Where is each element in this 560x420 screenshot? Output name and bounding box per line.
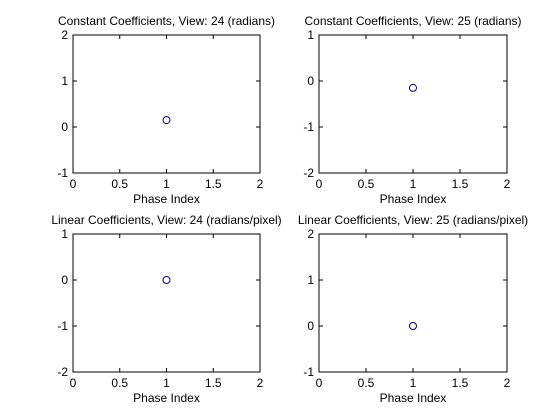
- chart-title: Linear Coefficients, View: 25 (radians/p…: [298, 213, 528, 227]
- y-tick-label: 1: [307, 28, 314, 42]
- chart-title: Constant Coefficients, View: 24 (radians…: [58, 14, 275, 28]
- x-tick-label: 1: [163, 177, 170, 191]
- x-tick-label: 0: [70, 376, 77, 390]
- y-tick-label: 1: [61, 227, 68, 241]
- chart-title: Constant Coefficients, View: 25 (radians…: [304, 14, 521, 28]
- x-tick-label: 2: [504, 376, 511, 390]
- y-tick-label: 0: [61, 120, 68, 134]
- x-tick-label: 0.5: [111, 376, 128, 390]
- x-tick-label: 0.5: [358, 376, 375, 390]
- subplot-2: Constant Coefficients, View: 25 (radians…: [303, 14, 521, 206]
- x-tick-label: 2: [257, 177, 264, 191]
- x-tick-label: 2: [504, 177, 511, 191]
- y-tick-label: -2: [57, 365, 68, 379]
- x-tick-label: 1: [410, 376, 417, 390]
- axes-box: [318, 34, 508, 174]
- axes-box: [72, 34, 261, 174]
- subplot-4: Linear Coefficients, View: 25 (radians/p…: [298, 213, 528, 405]
- axes-box: [318, 233, 508, 373]
- y-tick-label: 2: [307, 227, 314, 241]
- axes-box: [72, 233, 261, 373]
- x-axis-label: Phase Index: [133, 192, 200, 206]
- y-tick-label: -1: [57, 319, 68, 333]
- x-tick-label: 1.5: [205, 177, 222, 191]
- y-tick-label: 1: [307, 273, 314, 287]
- x-tick-label: 0: [316, 376, 323, 390]
- y-tick-label: -2: [303, 166, 314, 180]
- y-tick-label: 0: [307, 319, 314, 333]
- x-tick-label: 1.5: [205, 376, 222, 390]
- y-tick-label: -1: [303, 365, 314, 379]
- x-tick-label: 0: [70, 177, 77, 191]
- y-tick-label: 0: [307, 74, 314, 88]
- x-tick-label: 0.5: [358, 177, 375, 191]
- x-tick-label: 0: [316, 177, 323, 191]
- data-point: [162, 116, 171, 125]
- data-point: [409, 322, 417, 330]
- x-tick-label: 1.5: [452, 376, 469, 390]
- chart-title: Linear Coefficients, View: 24 (radians/p…: [51, 213, 281, 227]
- x-axis-label: Phase Index: [380, 391, 447, 405]
- data-point: [409, 83, 417, 92]
- y-tick-label: 1: [61, 74, 68, 88]
- y-tick-label: -1: [303, 120, 314, 134]
- y-tick-label: 2: [61, 28, 68, 42]
- x-tick-label: 1: [410, 177, 417, 191]
- x-axis-label: Phase Index: [380, 192, 447, 206]
- subplot-1: Constant Coefficients, View: 24 (radians…: [57, 14, 275, 206]
- x-tick-label: 2: [257, 376, 264, 390]
- x-tick-label: 1: [163, 376, 170, 390]
- x-tick-label: 1.5: [452, 177, 469, 191]
- y-tick-label: 0: [61, 273, 68, 287]
- x-axis-label: Phase Index: [133, 391, 200, 405]
- data-point: [162, 276, 171, 284]
- y-tick-label: -1: [57, 166, 68, 180]
- subplot-3: Linear Coefficients, View: 24 (radians/p…: [51, 213, 281, 405]
- x-tick-label: 0.5: [111, 177, 128, 191]
